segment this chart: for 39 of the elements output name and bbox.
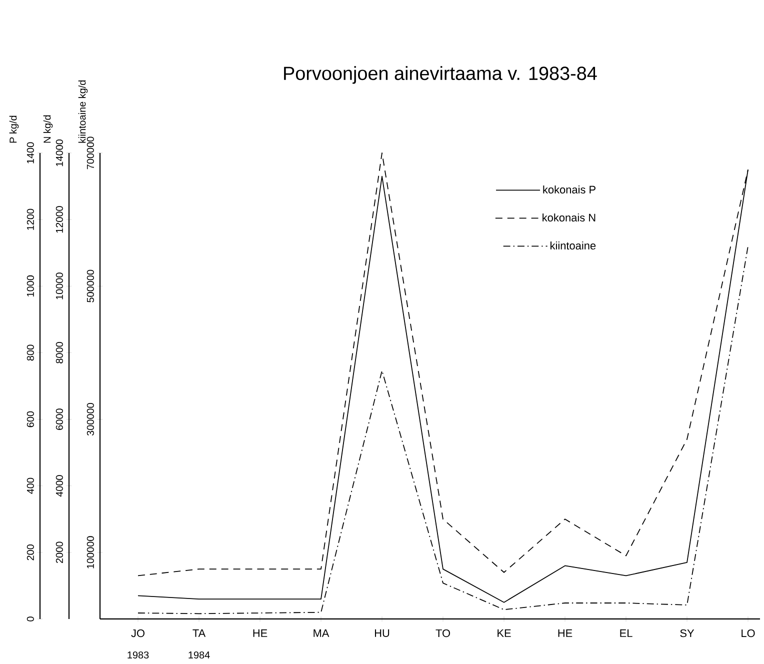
- y-axis-title: P kg/d: [9, 116, 19, 143]
- x-tick-label: EL: [620, 629, 632, 637]
- y2-tick-label: 12000: [56, 206, 63, 233]
- y2-tick-label: 14000: [56, 140, 63, 166]
- y3-tick-label: 300000: [86, 403, 94, 436]
- y2-tick-label: 6000: [56, 408, 63, 430]
- y-tick-label: 800: [26, 344, 34, 361]
- x-tick-label: JO: [131, 629, 144, 638]
- y-tick-label: 600: [26, 411, 34, 428]
- legend-label: kiintoaine: [550, 241, 596, 250]
- x-tick-label: HE: [558, 629, 572, 637]
- x-tick-label: KE: [498, 629, 511, 637]
- y-tick-label: 1400: [26, 142, 34, 164]
- x-tick-label: HE: [253, 629, 268, 637]
- y2-tick-label: 10000: [56, 272, 63, 300]
- y-tick-label: 200: [26, 544, 34, 560]
- chart-title: Porvoonjoen ainevirtaama v. 1983-84: [284, 66, 597, 84]
- y3-axis-title: kiintoaine kg/d: [78, 80, 88, 143]
- x-tick-label: TO: [436, 629, 450, 638]
- y2-tick-label: 8000: [56, 342, 63, 364]
- y3-tick-label: 700000: [86, 136, 94, 170]
- x-tick-label: LO: [742, 629, 755, 638]
- y2-axis-title: N kg/d: [43, 115, 53, 143]
- y2-tick-label: 2000: [56, 542, 63, 563]
- y3-tick-label: 500000: [86, 270, 94, 302]
- y3-tick-label: 100000: [86, 536, 94, 568]
- y-tick-label: 0: [26, 616, 34, 622]
- y-tick-label: 1200: [26, 208, 34, 230]
- y2-tick-label: 4000: [56, 475, 63, 497]
- x-tick-label: TA: [192, 629, 206, 637]
- x-tick-label: MA: [314, 629, 330, 637]
- y-tick-label: 1000: [26, 275, 34, 296]
- x-tick-label: HU: [375, 629, 390, 638]
- y-tick-label: 400: [26, 478, 34, 494]
- text: 1984: [188, 651, 210, 659]
- x-tick-label: SY: [680, 629, 694, 638]
- legend-label: kokonais P: [543, 185, 596, 194]
- legend-label: kokonais N: [542, 213, 596, 222]
- text: 1983: [128, 651, 149, 659]
